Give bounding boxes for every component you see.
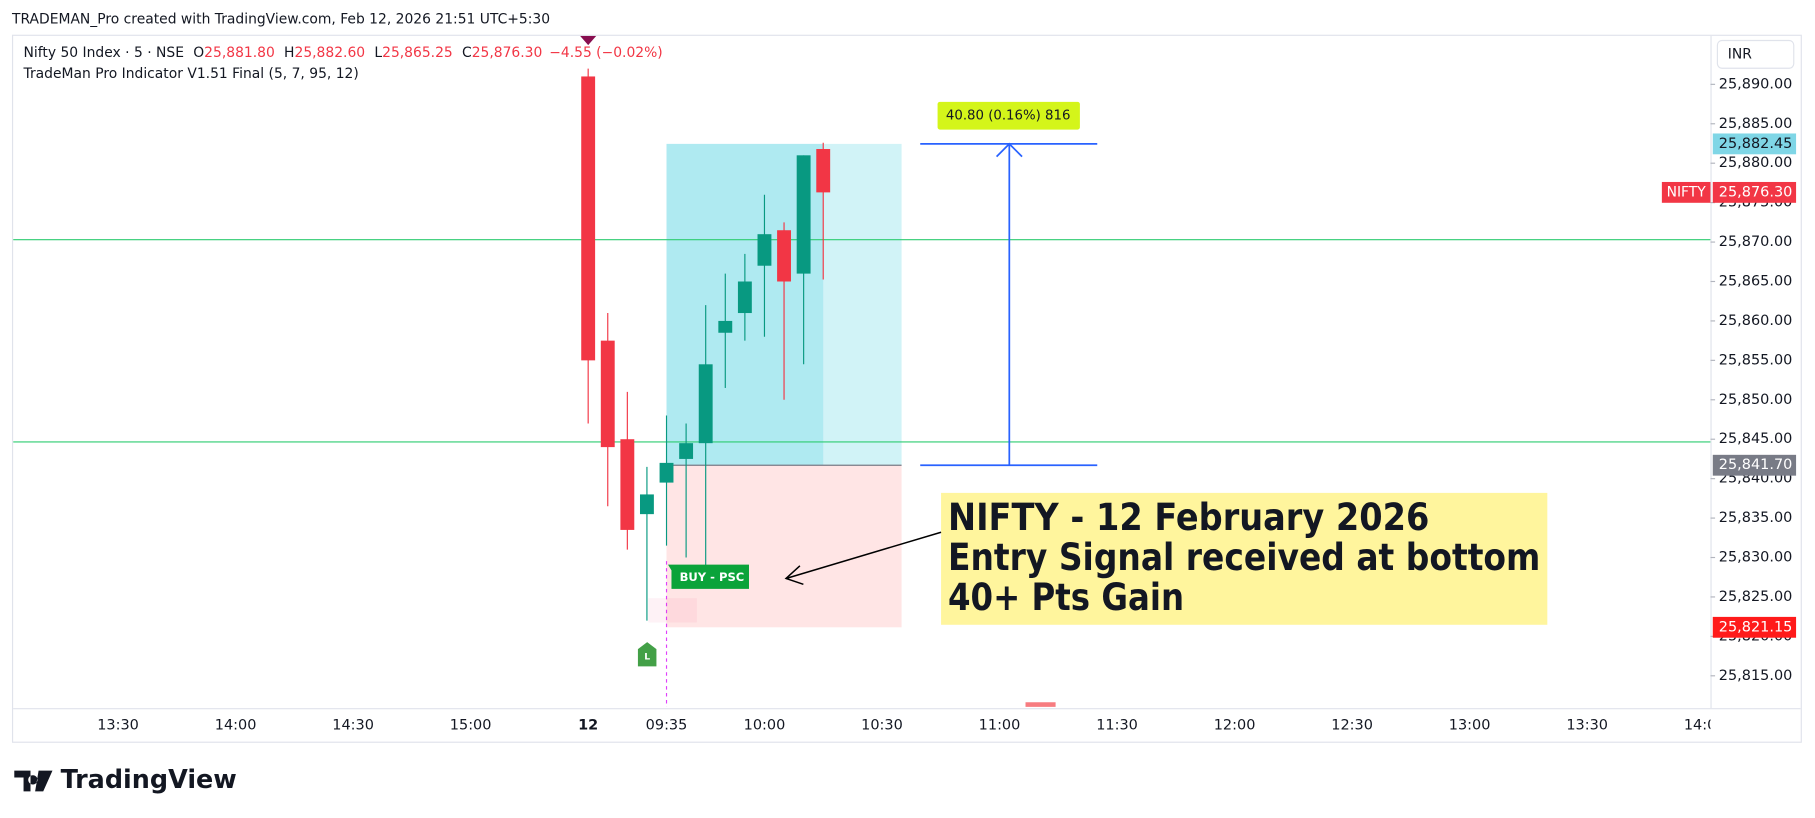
annotation-pointer-head [784, 565, 804, 585]
y-tick-label: 25,845.00 [1719, 431, 1793, 447]
candle-body [698, 364, 713, 444]
x-tick-label: 11:00 [979, 717, 1021, 733]
price-label: 25,882.45 [1719, 136, 1793, 152]
x-tick-label: 13:00 [1449, 717, 1491, 733]
candle-body [600, 340, 615, 448]
x-tick-label: 14:30 [332, 717, 374, 733]
chart-frame [11, 34, 1802, 743]
x-tick-label: 12:00 [1214, 717, 1256, 733]
overlay: BUY - PSC L 40.80 (0.16%) 816 NIFTY - 12 Fe… [637, 101, 1548, 667]
signal-shadow [648, 598, 697, 623]
measure-label: 40.80 (0.16%) 816 [946, 109, 1071, 124]
y-tick-label: 25,835.00 [1719, 510, 1793, 526]
legend-item: O [193, 45, 204, 61]
y-tick-label: 25,890.00 [1719, 76, 1793, 92]
measure-label-box [937, 101, 1080, 130]
y-tick-label: 25,870.00 [1719, 234, 1793, 250]
buy-signal-label: BUY - PSC [680, 570, 745, 584]
x-tick-label: 13:30 [97, 717, 139, 733]
price-axis: 25,815.0025,820.0025,825.0025,830.0025,8… [1661, 76, 1797, 684]
x-tick-label: 15:00 [450, 717, 492, 733]
currency[interactable]: INR [1728, 46, 1752, 62]
legend-item: 25,865.25 [382, 45, 453, 61]
y-tick-label: 25,880.00 [1719, 155, 1793, 171]
annotation-pointer [785, 531, 942, 580]
price-tag-box [1661, 181, 1711, 203]
currency-box[interactable] [1716, 39, 1795, 69]
candle-body [718, 320, 733, 333]
l-marker-box [637, 642, 657, 667]
price-label: 25,821.15 [1719, 619, 1793, 635]
candle-body [816, 149, 831, 193]
y-tick-label: 25,850.00 [1719, 392, 1793, 408]
l-marker-label: L [644, 652, 650, 663]
price-label: 25,876.30 [1719, 184, 1793, 200]
legend-item: Nifty 50 Index · 5 · NSE [24, 45, 184, 61]
y-tick-label: 25,860.00 [1719, 313, 1793, 329]
x-tick-label: 10:30 [861, 717, 903, 733]
x-tick-label: 09:35 [646, 717, 688, 733]
x-tick-label: 14:00 [1684, 717, 1726, 733]
x-tick-label: 12:30 [1331, 717, 1373, 733]
x-tick-label: 11:30 [1096, 717, 1138, 733]
x-tick-label: 12 [578, 717, 598, 733]
candle-body [581, 76, 596, 361]
y-tick-label: 25,830.00 [1719, 550, 1793, 566]
candle-body [639, 494, 654, 515]
candle-body [679, 443, 694, 459]
indicator-name: TradeMan Pro Indicator V1.51 Final (5, 7… [23, 66, 359, 82]
annotation-line: 40+ Pts Gain [948, 576, 1184, 619]
legend-item: −4.55 (−0.02%) [549, 45, 662, 61]
price-label-box [1712, 181, 1797, 203]
logo-text: TradingView [61, 765, 237, 795]
day-marker [580, 35, 597, 46]
legend-item: H [284, 45, 294, 61]
legend: Nifty 50 Index · 5 · NSE O25,881.80 H25,88… [24, 45, 663, 61]
legend-item: 25,881.80 [204, 45, 275, 61]
credit: TRADEMAN_Pro created with TradingView.co… [11, 12, 550, 28]
candle-body [620, 439, 635, 530]
annotation-line: NIFTY - 12 February 2026 [948, 496, 1429, 539]
price-label: 25,841.70 [1719, 457, 1793, 473]
x-tick-label: 14:00 [215, 717, 257, 733]
y-tick-label: 25,825.00 [1719, 589, 1793, 605]
y-tick-label: 25,885.00 [1719, 116, 1793, 132]
x-tick-label: 13:30 [1566, 717, 1608, 733]
y-tick-label: 25,855.00 [1719, 352, 1793, 368]
candle-body [737, 281, 752, 314]
price-label-box [1712, 133, 1797, 155]
price-label-box [1712, 454, 1797, 476]
candle-body [796, 155, 811, 274]
buy-signal-box [668, 564, 749, 589]
x-tick-label: 10:00 [744, 717, 786, 733]
measure-arrowhead [995, 142, 1023, 158]
plot-area [13, 35, 1711, 707]
y-tick-label: 25,865.00 [1719, 273, 1793, 289]
legend-item: C [462, 45, 472, 61]
time-axis: 13:30 14:00 14:30 15:00 12 09:35 10:00 10:30 11:… [97, 717, 1726, 733]
price-tag: NIFTY [1667, 184, 1707, 200]
annotation-line: Entry Signal received at bottom [948, 536, 1540, 579]
annotation-box [941, 492, 1548, 625]
legend-item: 25,876.30 [472, 45, 543, 61]
tv-logo-icon [14, 770, 53, 792]
candle-body [659, 462, 674, 483]
candle-body [777, 230, 791, 282]
sell-marker [1025, 702, 1056, 707]
loss-zone [666, 465, 902, 628]
y-tick-label: 25,815.00 [1719, 668, 1793, 684]
legend-item: L [374, 45, 382, 61]
price-label-box [1712, 616, 1797, 638]
legend-item: 25,882.60 [295, 45, 366, 61]
candle-body [757, 234, 772, 266]
